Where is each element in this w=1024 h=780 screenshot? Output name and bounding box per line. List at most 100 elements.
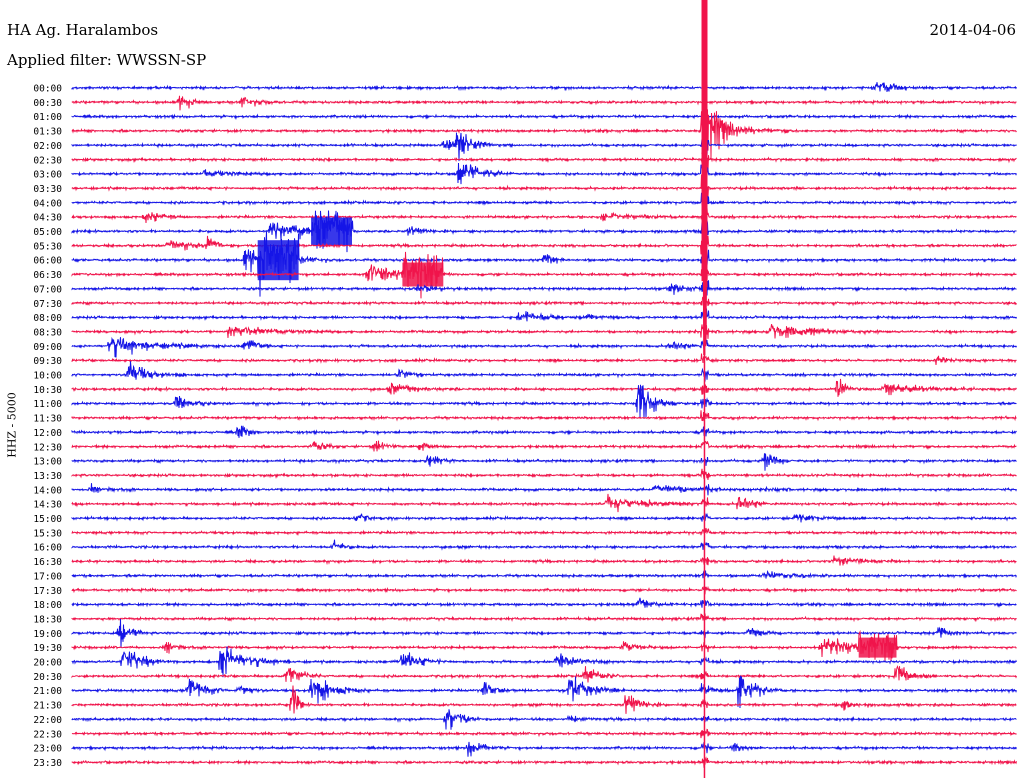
tick-label: 17:30 bbox=[33, 586, 62, 597]
trace-line bbox=[71, 95, 1017, 111]
trace-line bbox=[71, 384, 1017, 419]
trace-line bbox=[71, 353, 1017, 366]
trace-line bbox=[71, 308, 1017, 322]
trace-line bbox=[71, 629, 1017, 662]
saturated-burst bbox=[257, 240, 299, 281]
trace-line bbox=[71, 251, 1017, 299]
tick-label: 14:30 bbox=[33, 500, 62, 511]
trace-line bbox=[71, 361, 1017, 382]
trace-line bbox=[71, 539, 1017, 551]
trace-line bbox=[71, 378, 1017, 397]
trace-line bbox=[71, 440, 1017, 452]
trace-line bbox=[71, 728, 1017, 739]
trace-line bbox=[71, 425, 1017, 438]
tick-label: 21:30 bbox=[33, 701, 62, 712]
trace-line bbox=[71, 675, 1017, 709]
tick-label: 05:00 bbox=[33, 227, 62, 238]
trace-line bbox=[71, 131, 1017, 162]
tick-label: 10:00 bbox=[33, 371, 62, 382]
trace-line bbox=[71, 324, 1017, 342]
tick-label: 13:00 bbox=[33, 457, 62, 468]
tick-label: 09:30 bbox=[33, 356, 62, 367]
trace-line bbox=[71, 646, 1017, 678]
trace-line bbox=[71, 82, 1017, 93]
trace-line bbox=[71, 109, 1017, 160]
tick-label: 20:00 bbox=[33, 658, 62, 669]
tick-label: 15:00 bbox=[33, 514, 62, 525]
trace-line bbox=[71, 665, 1017, 683]
filter-label: Applied filter: WWSSN-SP bbox=[7, 51, 207, 69]
tick-label: 17:00 bbox=[33, 571, 62, 582]
trace-line bbox=[71, 585, 1017, 595]
tick-label: 13:30 bbox=[33, 471, 62, 482]
trace-line bbox=[71, 597, 1017, 609]
saturated-burst bbox=[402, 262, 444, 287]
trace-line bbox=[71, 555, 1017, 566]
tick-label: 00:00 bbox=[33, 84, 62, 95]
tick-label: 19:00 bbox=[33, 629, 62, 640]
trace-line bbox=[71, 235, 1017, 255]
tick-label: 23:00 bbox=[33, 744, 62, 755]
saturated-burst bbox=[311, 217, 352, 246]
tick-label: 02:30 bbox=[33, 155, 62, 166]
tick-label: 18:00 bbox=[33, 600, 62, 611]
tick-label: 07:00 bbox=[33, 284, 62, 295]
tick-label: 21:00 bbox=[33, 686, 62, 697]
tick-label: 06:00 bbox=[33, 256, 62, 267]
tick-label: 11:00 bbox=[33, 399, 62, 410]
tick-label: 16:00 bbox=[33, 543, 62, 554]
tick-label: 23:30 bbox=[33, 758, 62, 769]
trace-line bbox=[71, 453, 1017, 471]
trace-line bbox=[71, 174, 1017, 203]
trace-line bbox=[71, 294, 1017, 309]
tick-label: 05:30 bbox=[33, 241, 62, 252]
trace-line bbox=[71, 709, 1017, 730]
tick-label: 04:30 bbox=[33, 213, 62, 224]
tick-label: 01:00 bbox=[33, 112, 62, 123]
tick-label: 19:30 bbox=[33, 643, 62, 654]
trace-line bbox=[71, 192, 1017, 208]
tick-label: 22:30 bbox=[33, 729, 62, 740]
trace-line bbox=[71, 336, 1017, 358]
tick-label: 00:30 bbox=[33, 98, 62, 109]
trace-line bbox=[71, 512, 1017, 523]
trace-line bbox=[71, 206, 1017, 224]
trace-line bbox=[71, 756, 1017, 768]
tick-label: 20:30 bbox=[33, 672, 62, 683]
tick-label: 22:00 bbox=[33, 715, 62, 726]
tick-label: 08:00 bbox=[33, 313, 62, 324]
trace-line bbox=[71, 210, 1017, 253]
tick-label: 09:00 bbox=[33, 342, 62, 353]
tick-label: 11:30 bbox=[33, 414, 62, 425]
trace-line bbox=[71, 483, 1017, 496]
trace-line bbox=[71, 231, 1017, 297]
tick-label: 12:30 bbox=[33, 442, 62, 453]
tick-label: 10:30 bbox=[33, 385, 62, 396]
trace-line bbox=[71, 162, 1017, 185]
trace-line bbox=[71, 613, 1017, 623]
tick-label: 15:30 bbox=[33, 528, 62, 539]
tick-label: 16:30 bbox=[33, 557, 62, 568]
tick-label: 03:00 bbox=[33, 170, 62, 181]
trace-line bbox=[71, 410, 1017, 422]
trace-line bbox=[71, 527, 1017, 537]
tick-label: 04:00 bbox=[33, 198, 62, 209]
tick-label: 18:30 bbox=[33, 614, 62, 625]
trace-line bbox=[71, 279, 1017, 296]
trace-line bbox=[71, 570, 1017, 580]
tick-label: 01:30 bbox=[33, 127, 62, 138]
tick-label: 03:30 bbox=[33, 184, 62, 195]
trace-line bbox=[71, 113, 1017, 121]
trace-line bbox=[71, 685, 1017, 714]
tick-label: 12:00 bbox=[33, 428, 62, 439]
trace-line bbox=[71, 741, 1017, 757]
tick-label: 02:00 bbox=[33, 141, 62, 152]
trace-line bbox=[71, 148, 1017, 172]
tick-label: 07:30 bbox=[33, 299, 62, 310]
tick-label: 06:30 bbox=[33, 270, 62, 281]
station-title: HA Ag. Haralambos bbox=[7, 21, 159, 39]
tick-label: 14:00 bbox=[33, 485, 62, 496]
trace-line bbox=[71, 468, 1017, 480]
tick-label: 08:30 bbox=[33, 327, 62, 338]
date-label: 2014-04-06 bbox=[929, 21, 1016, 39]
